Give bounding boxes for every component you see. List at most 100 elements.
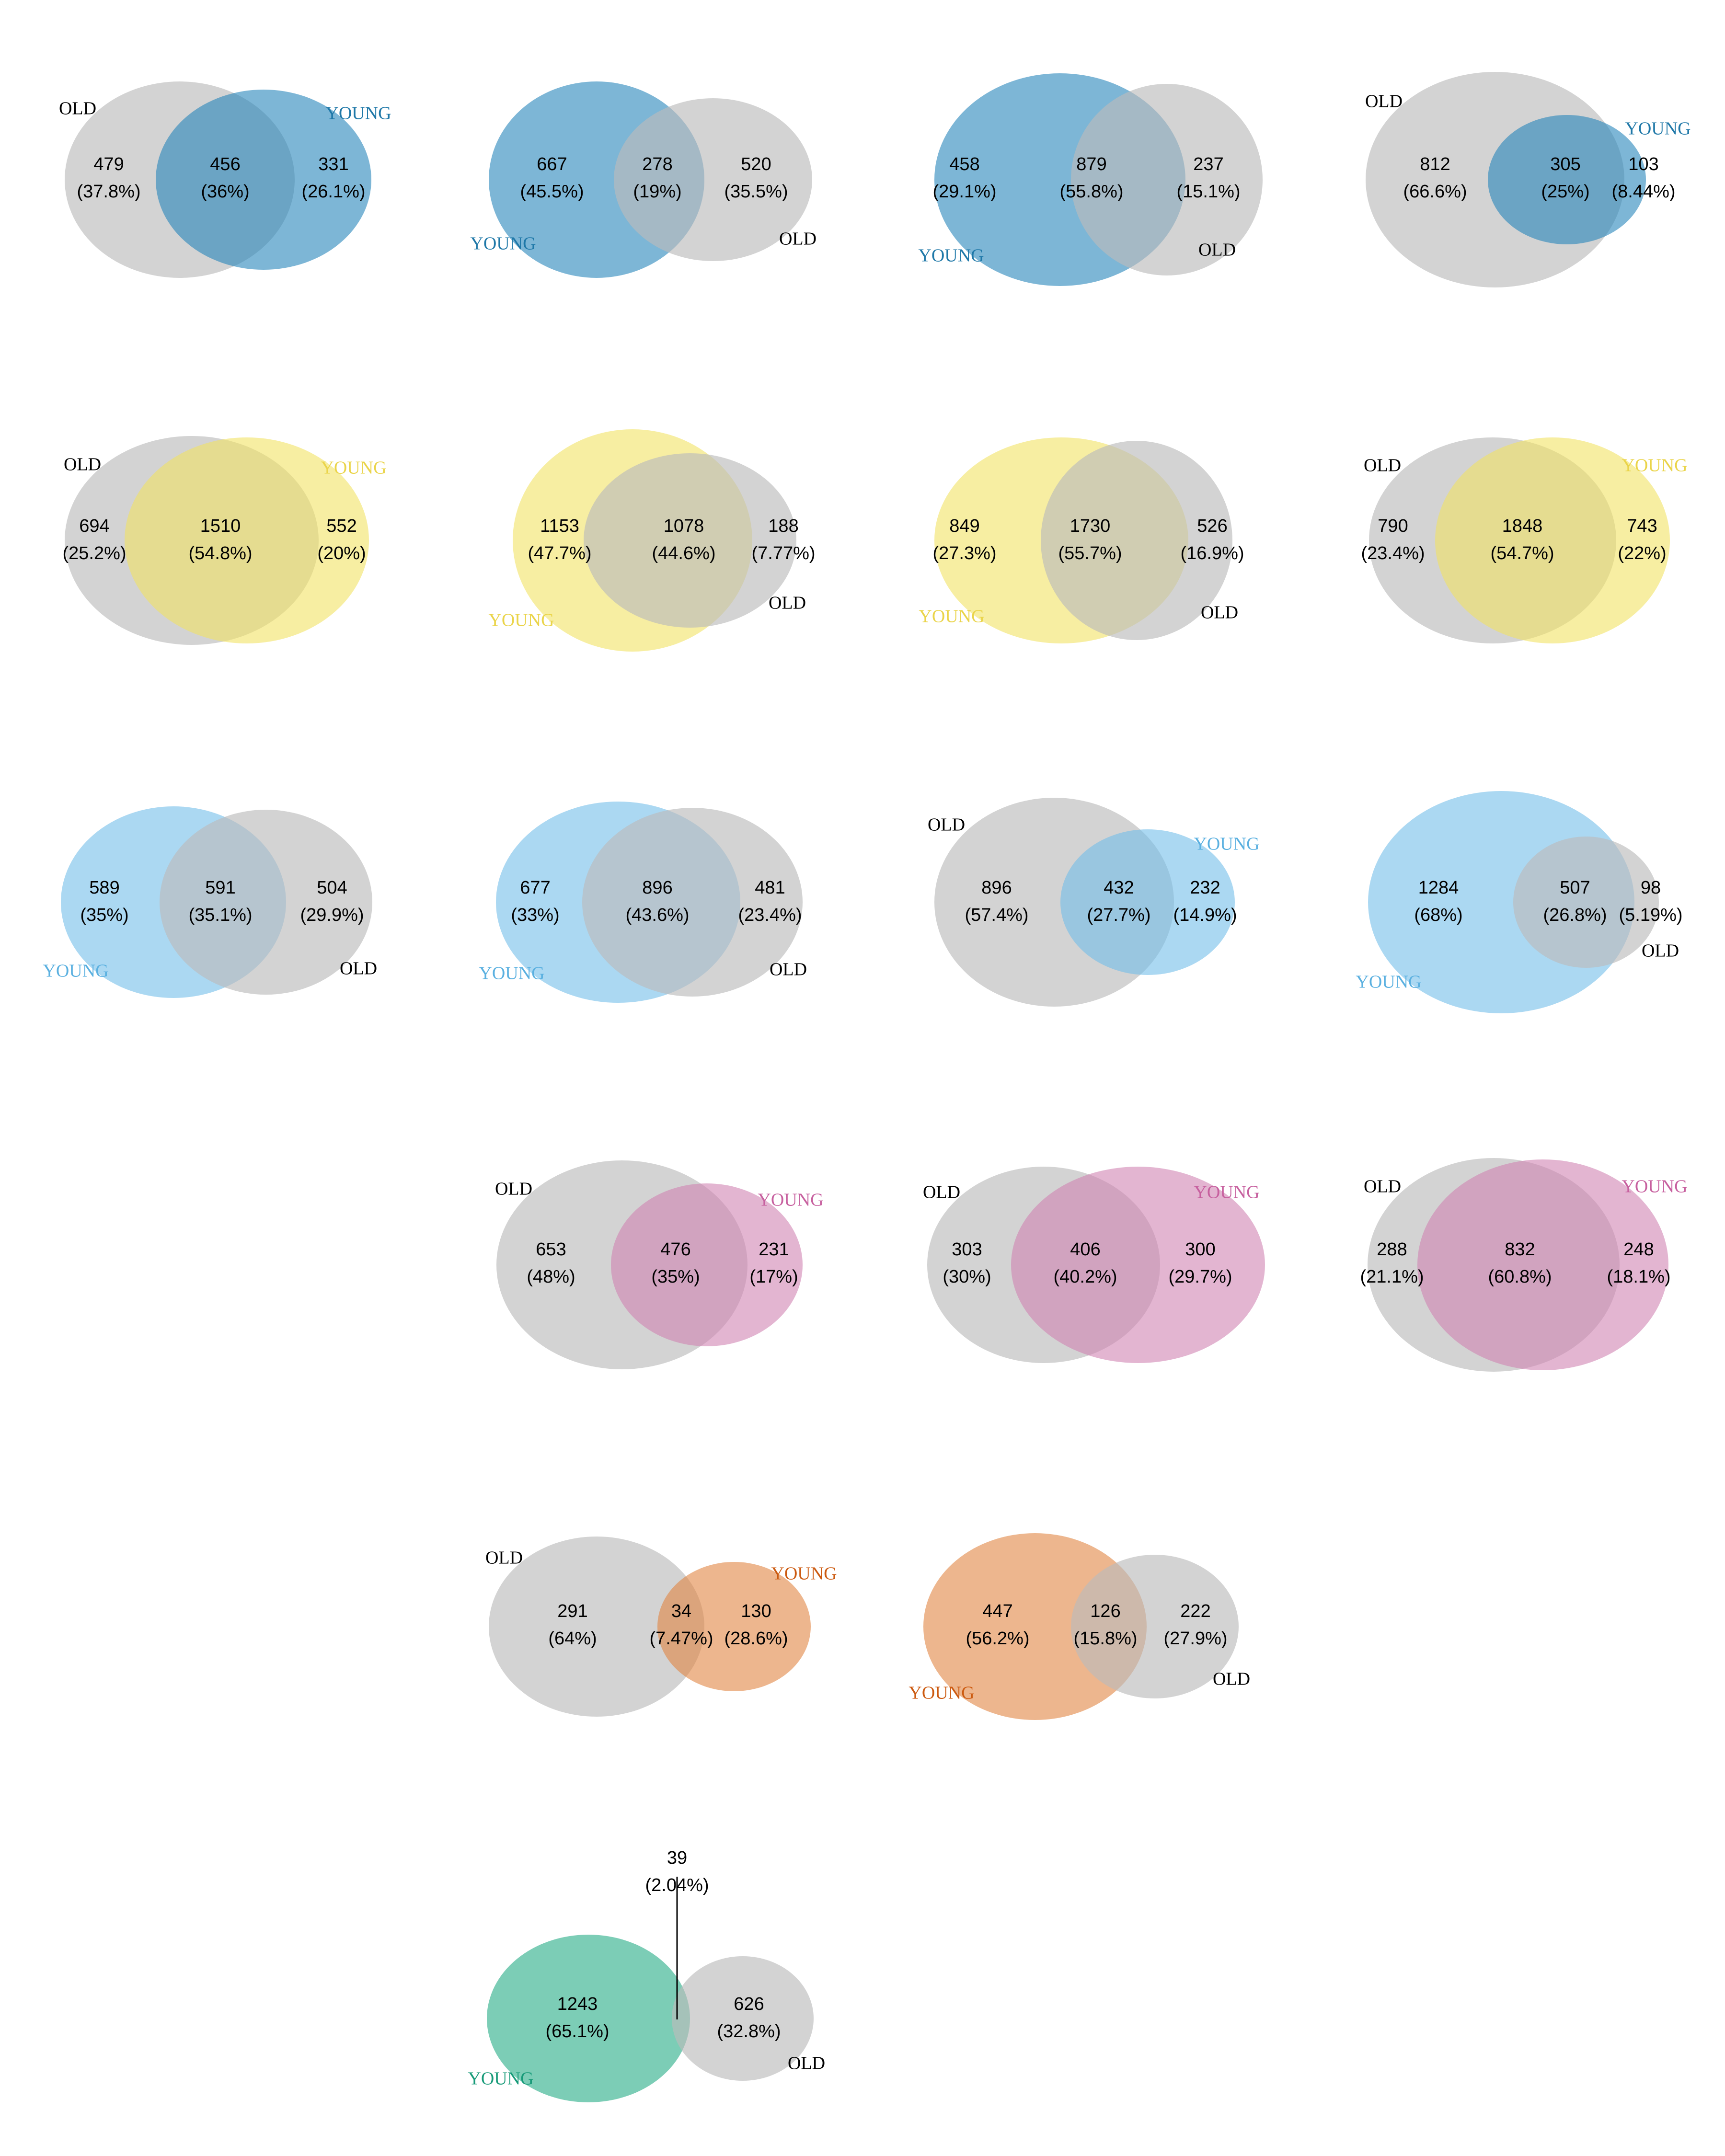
region-young-only: 300 (29.7%) <box>1168 1239 1232 1287</box>
venn-yellow-2: OLD YOUNG 188 (7.77%) 1078 (44.6%) 1153 (47.7%) <box>488 429 816 652</box>
old-set-label: OLD <box>779 229 816 249</box>
old-set-label: OLD <box>1198 240 1236 260</box>
young-set-ellipse <box>1488 115 1646 244</box>
region-percent: (35%) <box>80 905 128 925</box>
region-count: 447 <box>982 1601 1012 1621</box>
venn-yellow-4: OLD YOUNG 790 (23.4%) 1848 (54.7%) 743 (22%) <box>1361 437 1688 643</box>
region-young-only: 331 (26.1%) <box>301 154 365 202</box>
region-percent: (32.8%) <box>717 2021 781 2041</box>
old-set-label: OLD <box>59 99 96 119</box>
region-count: 896 <box>981 878 1012 898</box>
region-percent: (35%) <box>651 1267 700 1287</box>
region-old-only: 303 (30%) <box>943 1239 991 1287</box>
young-set-label: YOUNG <box>1356 972 1421 992</box>
region-count: 305 <box>1550 154 1580 174</box>
region-young-only: 231 (17%) <box>749 1239 798 1287</box>
young-set-label: YOUNG <box>468 2069 533 2089</box>
region-percent: (29.9%) <box>300 905 364 925</box>
region-both: 406 (40.2%) <box>1053 1239 1117 1287</box>
young-set-ellipse <box>657 1562 811 1691</box>
region-count: 1284 <box>1418 878 1459 898</box>
old-set-label: OLD <box>928 815 965 835</box>
young-set-ellipse <box>1011 1167 1265 1363</box>
region-percent: (65.1%) <box>545 2021 609 2041</box>
region-percent: (45.5%) <box>520 182 584 202</box>
young-set-label: YOUNG <box>1622 456 1687 476</box>
region-percent: (17%) <box>749 1267 798 1287</box>
old-set-ellipse <box>489 1537 704 1717</box>
region-count: 432 <box>1104 878 1134 898</box>
region-percent: (8.44%) <box>1611 182 1675 202</box>
old-set-ellipse <box>1071 1555 1239 1698</box>
region-percent: (5.19%) <box>1619 905 1682 925</box>
region-percent: (37.8%) <box>77 182 140 202</box>
region-percent: (47.7%) <box>528 543 591 563</box>
old-set-label: OLD <box>770 960 807 980</box>
old-set-ellipse <box>1513 837 1659 968</box>
young-set-label: YOUNG <box>1625 119 1690 139</box>
region-old-only: 479 (37.8%) <box>77 154 140 202</box>
old-set-label: OLD <box>1364 456 1401 476</box>
region-old-only: 790 (23.4%) <box>1361 516 1425 563</box>
region-count: 743 <box>1627 516 1657 536</box>
region-count: 1510 <box>200 516 241 536</box>
region-count: 677 <box>520 878 550 898</box>
region-percent: (33%) <box>511 905 559 925</box>
region-count: 1730 <box>1070 516 1111 536</box>
region-both: 432 (27.7%) <box>1087 878 1150 925</box>
old-set-ellipse <box>614 98 812 261</box>
old-set-label: OLD <box>1201 603 1238 623</box>
old-set-label: OLD <box>1213 1669 1250 1689</box>
old-set-label: OLD <box>1365 92 1403 112</box>
region-percent: (28.6%) <box>724 1628 788 1649</box>
region-percent: (27.7%) <box>1087 905 1150 925</box>
region-count: 130 <box>741 1601 771 1621</box>
region-percent: (7.77%) <box>751 543 815 563</box>
venn-blue-1: OLD YOUNG 479 (37.8%) 456 (36%) 331 (26.1%) <box>59 81 391 278</box>
region-percent: (55.8%) <box>1059 182 1123 202</box>
region-count: 1243 <box>557 1994 598 2014</box>
region-both: 1730 (55.7%) <box>1058 516 1122 563</box>
region-both: 39 (2.04%) <box>645 1848 709 1895</box>
young-set-ellipse <box>923 1533 1147 1720</box>
region-young-only: 849 (27.3%) <box>932 516 996 563</box>
region-count: 504 <box>317 878 347 898</box>
region-young-only: 552 (20%) <box>317 516 366 563</box>
region-count: 507 <box>1560 878 1590 898</box>
region-both: 278 (19%) <box>633 154 681 202</box>
venn-lightblue-4: OLD YOUNG 98 (5.19%) 507 (26.8%) 1284 (68%) <box>1356 791 1683 1013</box>
old-set-label: OLD <box>64 455 101 475</box>
venn-lightblue-2: OLD YOUNG 481 (23.4%) 896 (43.6%) 677 (33%) <box>479 802 807 1003</box>
region-count: 248 <box>1623 1239 1654 1260</box>
young-set-label: YOUNG <box>488 610 554 631</box>
region-count: 790 <box>1378 516 1408 536</box>
region-count: 39 <box>667 1848 687 1868</box>
young-set-label: YOUNG <box>321 458 386 478</box>
region-old-only: 291 (64%) <box>548 1601 597 1649</box>
region-percent: (15.8%) <box>1073 1628 1137 1649</box>
region-percent: (66.6%) <box>1403 182 1467 202</box>
region-percent: (29.7%) <box>1168 1267 1232 1287</box>
old-set-label: OLD <box>1642 941 1679 961</box>
region-percent: (26.1%) <box>301 182 365 202</box>
region-count: 331 <box>318 154 348 174</box>
region-count: 126 <box>1090 1601 1120 1621</box>
region-percent: (64%) <box>548 1628 597 1649</box>
region-percent: (27.9%) <box>1163 1628 1227 1649</box>
region-count: 626 <box>734 1994 764 2014</box>
venn-blue-3: OLD YOUNG 237 (15.1%) 879 (55.8%) 458 (29.1%) <box>918 73 1263 286</box>
region-both: 126 (15.8%) <box>1073 1601 1137 1649</box>
young-set-label: YOUNG <box>479 963 544 984</box>
region-count: 896 <box>642 878 672 898</box>
region-percent: (20%) <box>317 543 366 563</box>
young-set-label: YOUNG <box>1622 1177 1687 1197</box>
region-count: 812 <box>1420 154 1450 174</box>
region-both: 507 (26.8%) <box>1543 878 1607 925</box>
young-set-label: YOUNG <box>758 1190 823 1210</box>
region-both: 832 (60.8%) <box>1488 1239 1552 1287</box>
region-old-only: 481 (23.4%) <box>738 878 802 925</box>
venn-yellow-3: OLD YOUNG 526 (16.9%) 1730 (55.7%) 849 (27.3%) <box>919 437 1244 643</box>
region-count: 849 <box>949 516 979 536</box>
young-set-label: YOUNG <box>470 234 536 254</box>
region-both: 1510 (54.8%) <box>188 516 252 563</box>
